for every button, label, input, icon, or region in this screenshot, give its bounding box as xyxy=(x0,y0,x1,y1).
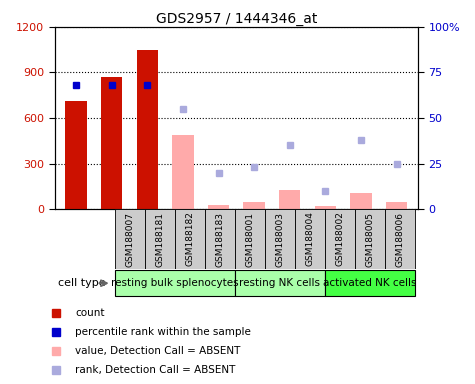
Bar xyxy=(244,202,265,209)
Bar xyxy=(137,50,158,209)
FancyBboxPatch shape xyxy=(355,209,385,269)
Text: GSM188181: GSM188181 xyxy=(155,212,164,266)
FancyBboxPatch shape xyxy=(114,270,235,296)
Text: count: count xyxy=(75,308,104,318)
Text: percentile rank within the sample: percentile rank within the sample xyxy=(75,327,251,337)
Text: activated NK cells: activated NK cells xyxy=(323,278,417,288)
FancyBboxPatch shape xyxy=(175,209,205,269)
Bar xyxy=(172,135,194,209)
FancyBboxPatch shape xyxy=(325,270,415,296)
Bar xyxy=(351,192,372,209)
Bar xyxy=(101,77,123,209)
Bar xyxy=(208,205,229,209)
FancyBboxPatch shape xyxy=(265,209,295,269)
Text: value, Detection Call = ABSENT: value, Detection Call = ABSENT xyxy=(75,346,240,356)
Text: resting NK cells: resting NK cells xyxy=(239,278,320,288)
Bar xyxy=(386,202,408,209)
Text: GSM188003: GSM188003 xyxy=(276,212,285,266)
FancyBboxPatch shape xyxy=(235,209,265,269)
FancyBboxPatch shape xyxy=(114,209,145,269)
Text: GSM188182: GSM188182 xyxy=(185,212,194,266)
FancyBboxPatch shape xyxy=(385,209,415,269)
Text: GSM188001: GSM188001 xyxy=(245,212,254,266)
Text: resting bulk splenocytes: resting bulk splenocytes xyxy=(111,278,238,288)
Bar xyxy=(279,190,301,209)
FancyBboxPatch shape xyxy=(205,209,235,269)
Text: rank, Detection Call = ABSENT: rank, Detection Call = ABSENT xyxy=(75,365,235,375)
Text: GSM188006: GSM188006 xyxy=(396,212,405,266)
Text: GSM188183: GSM188183 xyxy=(215,212,224,266)
Text: GSM188002: GSM188002 xyxy=(335,212,344,266)
Bar xyxy=(315,206,336,209)
FancyBboxPatch shape xyxy=(145,209,175,269)
Bar xyxy=(65,101,86,209)
Text: cell type: cell type xyxy=(57,278,105,288)
FancyBboxPatch shape xyxy=(325,209,355,269)
Text: GSM188005: GSM188005 xyxy=(365,212,374,266)
Text: GSM188007: GSM188007 xyxy=(125,212,134,266)
Text: GSM188004: GSM188004 xyxy=(305,212,314,266)
Title: GDS2957 / 1444346_at: GDS2957 / 1444346_at xyxy=(156,12,317,26)
FancyBboxPatch shape xyxy=(235,270,325,296)
FancyBboxPatch shape xyxy=(295,209,325,269)
